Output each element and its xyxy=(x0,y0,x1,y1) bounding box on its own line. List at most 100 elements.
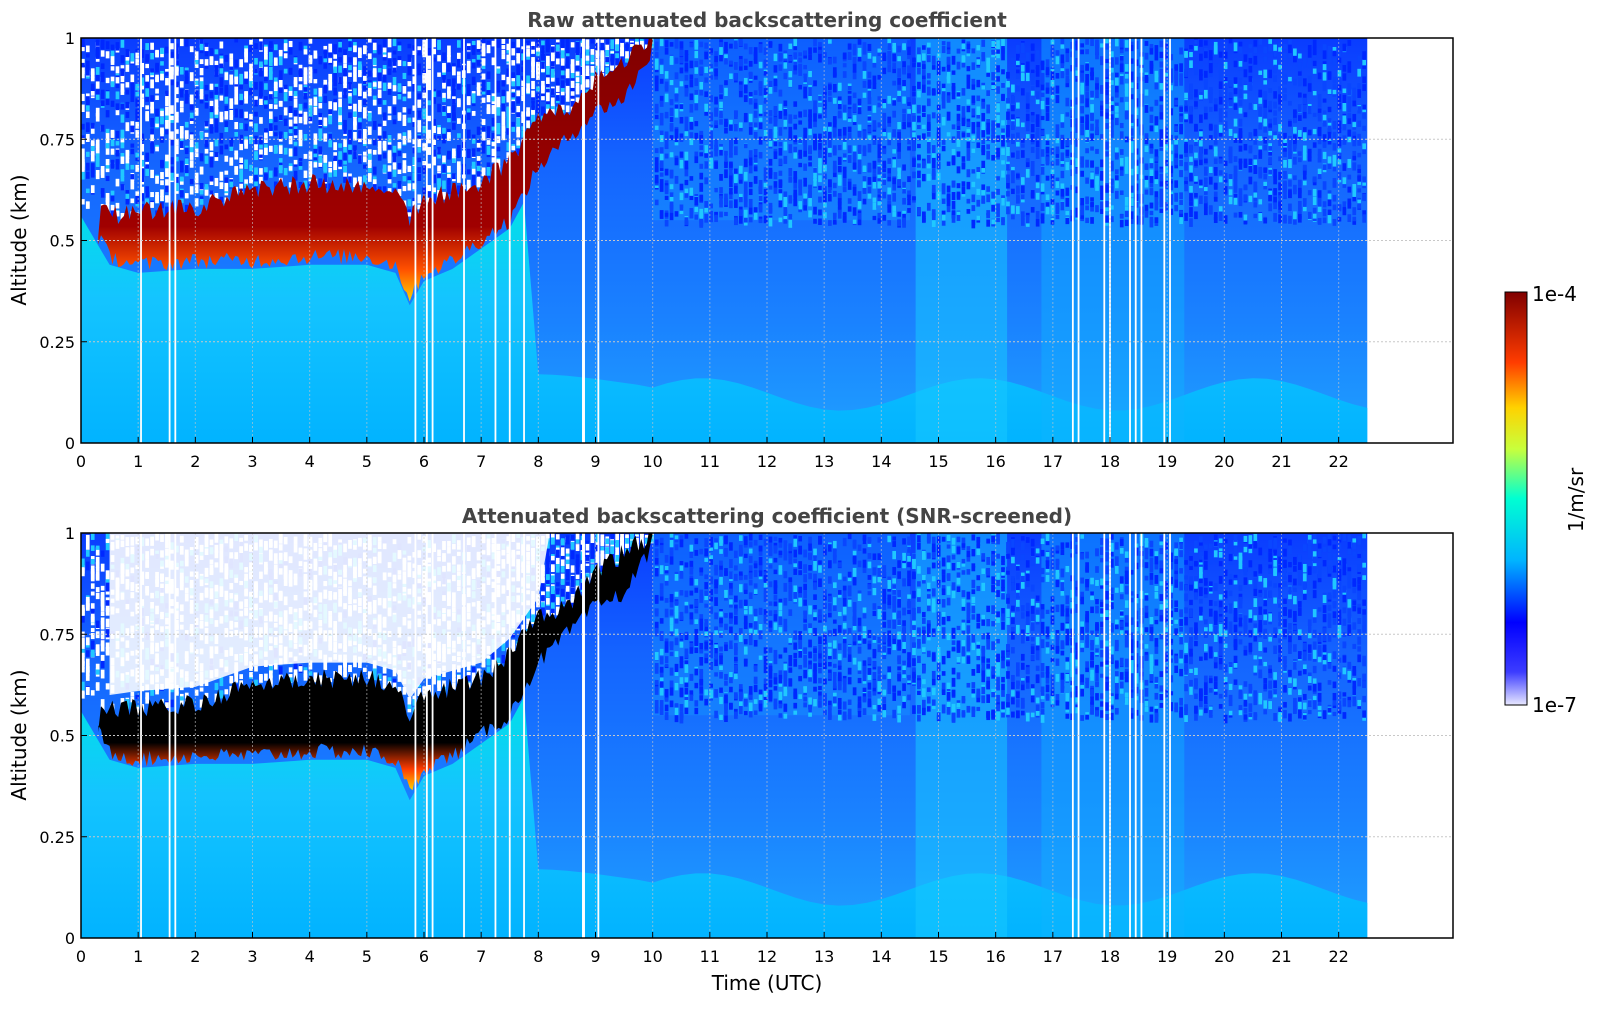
noise-pixel xyxy=(120,169,125,177)
noise-pixel xyxy=(981,184,986,190)
noise-pixel xyxy=(189,94,194,103)
noise-pixel xyxy=(184,158,189,167)
noise-pixel xyxy=(214,65,219,72)
noise-pixel xyxy=(234,97,239,105)
noise-pixel xyxy=(1169,194,1174,202)
noise-pixel xyxy=(1080,123,1085,130)
noise-pixel xyxy=(338,159,342,167)
noise-pixel xyxy=(1154,171,1159,180)
noise-pixel xyxy=(110,100,115,107)
noise-pixel xyxy=(1100,43,1104,48)
noise-pixel xyxy=(664,40,669,48)
noise-pixel xyxy=(120,103,125,110)
noise-pixel xyxy=(1119,39,1124,48)
noise-pixel xyxy=(219,111,224,120)
noise-pixel xyxy=(818,149,822,154)
noise-pixel xyxy=(882,126,887,133)
noise-pixel xyxy=(442,164,446,173)
noise-pixel xyxy=(734,62,738,70)
noise-pixel xyxy=(496,68,501,74)
noise-pixel xyxy=(1001,217,1005,223)
noise-pixel xyxy=(931,168,936,176)
noise-pixel xyxy=(466,132,471,139)
noise-pixel xyxy=(150,79,154,89)
noise-pixel xyxy=(85,122,90,131)
noise-pixel xyxy=(907,109,911,115)
noise-pixel xyxy=(684,217,689,226)
noise-pixel xyxy=(971,205,976,212)
noise-pixel xyxy=(447,55,451,65)
noise-pixel xyxy=(283,110,288,116)
noise-pixel xyxy=(283,107,288,112)
noise-pixel xyxy=(976,106,981,115)
noise-pixel xyxy=(174,156,179,162)
noise-pixel xyxy=(353,58,357,66)
noise-pixel xyxy=(1129,58,1134,64)
noise-pixel xyxy=(659,100,664,107)
noise-pixel xyxy=(283,43,288,51)
noise-pixel xyxy=(174,173,179,181)
noise-pixel xyxy=(931,212,936,221)
noise-pixel xyxy=(877,166,882,175)
noise-pixel xyxy=(679,151,684,158)
noise-pixel xyxy=(926,90,931,96)
noise-pixel xyxy=(447,174,451,181)
noise-pixel xyxy=(798,57,803,63)
noise-pixel xyxy=(130,121,135,127)
noise-pixel xyxy=(1016,206,1020,215)
noise-pixel xyxy=(150,95,154,102)
noise-pixel xyxy=(758,117,763,122)
noise-pixel xyxy=(397,142,402,149)
noise-pixel xyxy=(1179,78,1183,86)
noise-pixel xyxy=(659,65,664,74)
noise-pixel xyxy=(679,81,684,87)
noise-pixel xyxy=(1124,83,1129,90)
noise-pixel xyxy=(966,169,971,175)
noise-pixel xyxy=(214,94,219,100)
noise-pixel xyxy=(605,38,610,45)
noise-pixel xyxy=(219,95,224,101)
noise-pixel xyxy=(753,131,758,139)
noise-pixel xyxy=(442,92,446,100)
noise-pixel xyxy=(362,151,367,156)
noise-pixel xyxy=(491,148,496,157)
noise-pixel xyxy=(714,96,718,105)
noise-pixel xyxy=(1035,118,1040,128)
noise-pixel xyxy=(105,128,110,134)
noise-pixel xyxy=(1154,163,1159,171)
noise-pixel xyxy=(823,109,827,118)
noise-pixel xyxy=(259,89,263,99)
noise-pixel xyxy=(1149,219,1154,228)
noise-pixel xyxy=(956,214,961,221)
noise-pixel xyxy=(288,124,293,130)
aerosol-layer xyxy=(81,202,1368,443)
noise-pixel xyxy=(214,139,219,147)
noise-pixel xyxy=(832,172,837,178)
noise-pixel xyxy=(130,53,135,62)
noise-pixel xyxy=(338,65,342,73)
noise-pixel xyxy=(941,83,946,89)
noise-pixel xyxy=(1040,100,1045,110)
noise-pixel xyxy=(922,173,926,182)
noise-pixel xyxy=(481,118,486,126)
noise-pixel xyxy=(1154,175,1159,185)
noise-pixel xyxy=(1149,169,1154,177)
noise-pixel xyxy=(719,84,723,94)
noise-pixel xyxy=(343,119,347,127)
noise-pixel xyxy=(872,56,877,64)
noise-pixel xyxy=(1144,72,1149,77)
noise-pixel xyxy=(318,56,323,65)
noise-pixel xyxy=(699,182,704,192)
noise-pixel xyxy=(333,60,337,68)
noise-pixel xyxy=(694,78,699,86)
noise-pixel xyxy=(936,132,941,141)
noise-pixel xyxy=(160,127,164,137)
noise-pixel xyxy=(150,101,154,109)
noise-pixel xyxy=(1129,82,1134,88)
noise-pixel xyxy=(1016,57,1020,66)
noise-pixel xyxy=(823,103,827,110)
noise-pixel xyxy=(1045,66,1050,76)
noise-pixel xyxy=(358,47,362,55)
noise-pixel xyxy=(857,191,862,200)
noise-pixel xyxy=(773,83,778,93)
